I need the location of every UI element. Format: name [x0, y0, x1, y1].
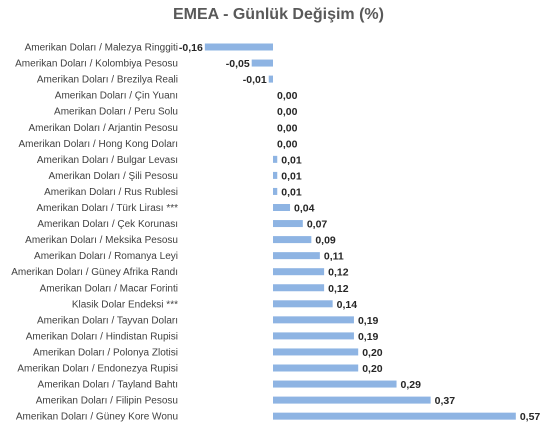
category-label: Amerikan Doları / Güney Afrika Randı [11, 267, 178, 278]
bar [273, 380, 397, 388]
bar [273, 396, 431, 404]
value-label: 0,00 [277, 90, 298, 102]
bar [273, 236, 312, 244]
bar [273, 171, 278, 179]
value-label: -0,16 [179, 42, 203, 54]
category-label: Amerikan Doları / Hong Kong Doları [18, 139, 178, 150]
value-label: 0,29 [401, 379, 422, 391]
bar [251, 59, 273, 67]
category-label: Amerikan Doları / Macar Forinti [40, 283, 178, 294]
value-label: 0,19 [358, 331, 379, 343]
category-label: Amerikan Doları / Çek Korunası [37, 219, 178, 230]
value-label: 0,00 [277, 122, 298, 134]
bar [273, 412, 516, 420]
category-label: Klasik Dolar Endeksi *** [72, 299, 178, 310]
bar [273, 220, 303, 228]
bar [273, 316, 354, 324]
category-label: Amerikan Doları / Romanya Leyi [34, 251, 178, 262]
value-labels: -0,16 -0,05 -0,01 0,00 0,00 0,00 0,00 0,01 0,01 0… [179, 42, 541, 423]
bar [273, 284, 325, 292]
bar [273, 268, 325, 276]
category-label: Amerikan Doları / Tayvan Doları [37, 315, 178, 326]
value-label: 0,11 [324, 251, 344, 263]
value-label: 0,57 [520, 411, 541, 423]
category-labels: Amerikan Doları / Malezya Ringgiti Amerik… [11, 43, 178, 423]
value-label: 0,00 [277, 138, 298, 150]
value-label: -0,05 [226, 58, 250, 70]
chart-title: EMEA - Günlük Değişim (%) [173, 6, 384, 23]
category-label: Amerikan Doları / Endonezya Rupisi [17, 364, 178, 375]
category-label: Amerikan Doları / Bulgar Levası [37, 155, 178, 166]
category-label: Amerikan Doları / Arjantin Pesosu [28, 123, 178, 134]
value-label: 0,14 [337, 299, 358, 311]
bar [273, 204, 291, 211]
value-label: 0,37 [435, 395, 456, 407]
category-label: Amerikan Doları / Tayland Bahtı [38, 380, 178, 391]
bar [273, 364, 359, 372]
category-label: Amerikan Doları / Kolombiya Pesosu [15, 59, 178, 70]
value-label: 0,07 [307, 219, 328, 231]
category-label: Amerikan Doları / Peru Solu [54, 107, 178, 118]
bars [204, 43, 516, 420]
value-label: 0,12 [328, 283, 349, 295]
value-label: 0,20 [362, 347, 383, 359]
category-label: Amerikan Doları / Meksika Pesosu [25, 235, 178, 246]
value-label: 0,01 [281, 154, 302, 166]
category-label: Amerikan Doları / Polonya Zlotisi [33, 347, 178, 358]
value-label: 0,01 [281, 186, 302, 198]
bar [273, 252, 320, 260]
value-label: 0,01 [281, 170, 302, 182]
value-label: 0,09 [315, 235, 336, 247]
bar [268, 75, 273, 83]
category-label: Amerikan Doları / Güney Kore Wonu [16, 412, 178, 423]
category-label: Amerikan Doları / Brezilya Reali [37, 75, 178, 86]
bar [273, 155, 278, 163]
value-label: -0,01 [243, 74, 267, 86]
value-label: 0,20 [362, 363, 383, 375]
value-label: 0,19 [358, 315, 379, 327]
value-label: 0,12 [328, 267, 349, 279]
category-label: Amerikan Doları / Çin Yuanı [55, 91, 178, 102]
value-label: 0,00 [277, 106, 298, 118]
category-label: Amerikan Doları / Rus Rublesi [44, 187, 178, 198]
category-label: Amerikan Doları / Türk Lirası *** [36, 203, 178, 214]
bar [273, 332, 354, 340]
category-label: Amerikan Doları / Şili Pesosu [49, 171, 179, 182]
category-label: Amerikan Doları / Malezya Ringgiti [25, 43, 178, 54]
value-label: 0,04 [294, 203, 315, 215]
category-label: Amerikan Doları / Filipin Pesosu [36, 396, 178, 407]
category-label: Amerikan Doları / Hindistan Rupisi [26, 331, 178, 342]
bar [273, 300, 333, 308]
bar [273, 187, 278, 195]
bar [273, 348, 359, 356]
bar [204, 43, 273, 51]
